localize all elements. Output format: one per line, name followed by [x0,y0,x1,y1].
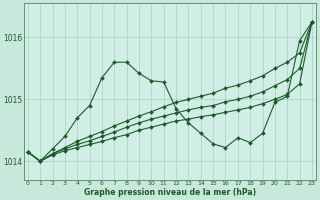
X-axis label: Graphe pression niveau de la mer (hPa): Graphe pression niveau de la mer (hPa) [84,188,256,197]
